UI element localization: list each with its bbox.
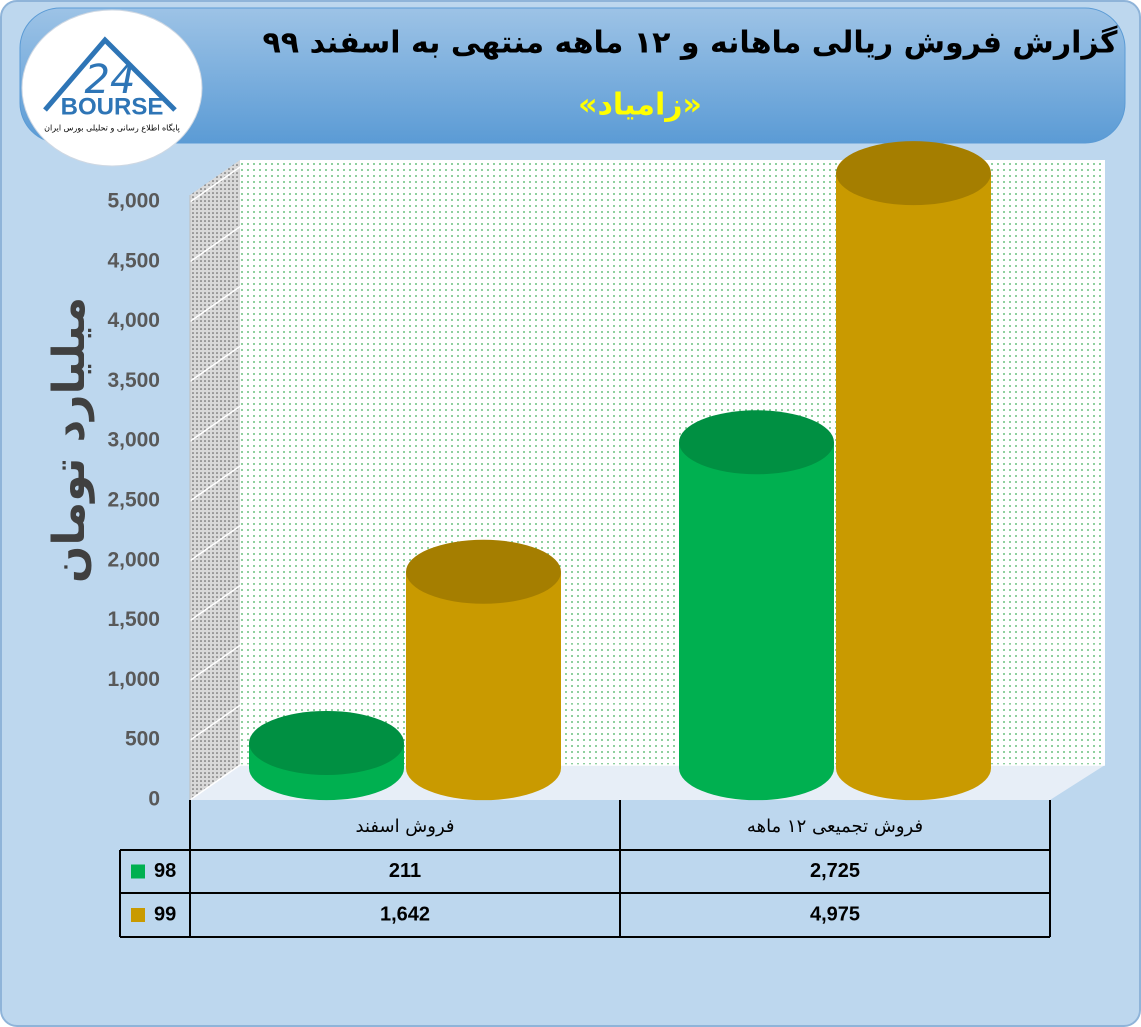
grid-line bbox=[189, 405, 1105, 442]
data-label: 4,975 bbox=[810, 903, 860, 925]
y-tick-label: 4,000 bbox=[107, 309, 160, 332]
y-tick-label: 2,500 bbox=[107, 489, 160, 512]
logo-badge bbox=[21, 9, 203, 167]
grid-line bbox=[189, 166, 1105, 203]
x-tick-label: فروش اسفند bbox=[356, 816, 455, 837]
grid-line bbox=[189, 345, 1105, 383]
data-label: 211 bbox=[389, 860, 421, 882]
grid-line bbox=[189, 285, 1105, 323]
x-tick-label: فروش تجمیعی ۱۲ ماهه bbox=[747, 816, 923, 837]
side-wall bbox=[190, 160, 240, 800]
y-tick-label: 3,000 bbox=[107, 429, 160, 452]
logo-mark bbox=[43, 36, 177, 112]
legend-label: 98 bbox=[154, 860, 176, 882]
bar-top bbox=[249, 710, 404, 775]
y-tick-label: 4,500 bbox=[107, 249, 160, 272]
bar bbox=[679, 410, 834, 801]
bar bbox=[406, 539, 561, 801]
chart-subtitle: «زامیاد» bbox=[578, 88, 702, 123]
data-label: 1,642 bbox=[380, 903, 430, 925]
logo-name: BOURSE bbox=[61, 93, 164, 120]
data-label: 2,725 bbox=[810, 860, 860, 882]
bar bbox=[836, 141, 991, 801]
bar-body bbox=[679, 442, 834, 801]
bar-body bbox=[836, 173, 991, 801]
y-axis-label: میلیارد تومان bbox=[44, 297, 95, 583]
y-tick-label: 500 bbox=[125, 728, 160, 751]
bar-top bbox=[679, 410, 834, 475]
header-banner bbox=[19, 7, 1126, 144]
bar bbox=[249, 710, 404, 801]
legend-label: 99 bbox=[154, 903, 176, 925]
y-tick-label: 2,000 bbox=[107, 548, 160, 571]
y-tick-label: 3,500 bbox=[107, 369, 160, 392]
grid-line bbox=[189, 226, 1105, 263]
chart-title: گزارش فروش ریالی ماهانه و ۱۲ ماهه منتهی … bbox=[263, 25, 1119, 61]
bar-top bbox=[836, 141, 991, 206]
y-tick-label: 5,000 bbox=[107, 190, 160, 213]
bar-body bbox=[406, 571, 561, 801]
logo-number: 24 bbox=[85, 57, 136, 103]
logo-tagline: پایگاه اطلاع رسانی و تحلیلی بورس ایران bbox=[44, 123, 180, 133]
y-tick-label: 1,500 bbox=[107, 608, 160, 631]
y-tick-label: 1,000 bbox=[107, 668, 160, 691]
legend-swatch bbox=[131, 908, 145, 922]
bar-top bbox=[406, 539, 561, 604]
legend-swatch bbox=[131, 864, 145, 879]
y-tick-label: 0 bbox=[148, 788, 160, 811]
